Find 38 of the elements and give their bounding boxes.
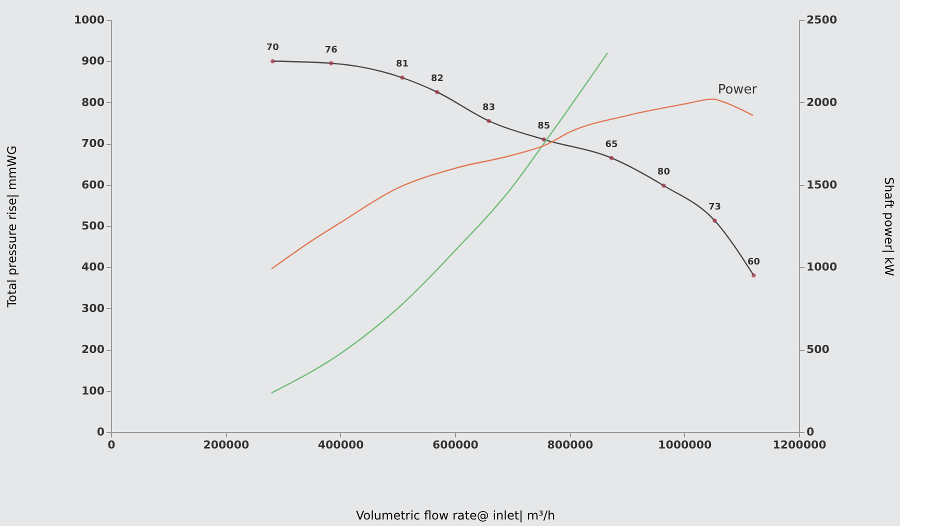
y2-tick-label: 2500: [806, 14, 838, 26]
y-axis-title: Total pressure rise| mmWG: [4, 146, 19, 308]
y2-axis-title: Shaft power| kW: [882, 177, 896, 276]
annotation: 76: [324, 45, 338, 56]
annotation: 80: [657, 168, 670, 178]
x-tick-label: 400000: [318, 438, 364, 452]
x-tick-label: 800000: [547, 438, 594, 452]
y-tick-label: 900: [82, 54, 105, 68]
annotation: 85: [538, 121, 550, 132]
x-tick-label: 1200000: [772, 438, 827, 452]
y-tick-label: 100: [82, 384, 105, 398]
y-tick-label: 300: [82, 302, 105, 315]
x-axis-title: Volumetric flow rate@ inlet| m³/h: [356, 508, 556, 522]
annotation: 81: [396, 60, 409, 70]
x-tick-label: 0: [108, 438, 116, 452]
annotation: 83: [482, 102, 496, 113]
y-tick-label: 1000: [74, 14, 105, 26]
annotation: 70: [266, 43, 279, 54]
y-tick-label: 500: [82, 220, 105, 232]
y2-tick-label: 1000: [806, 260, 838, 274]
y2-tick-label: 1500: [806, 178, 838, 192]
annotation: 82: [430, 74, 444, 84]
y2-tick-label: 2000: [806, 96, 838, 109]
y-tick-label: 400: [82, 260, 105, 274]
y-tick-label: 0: [96, 426, 105, 438]
annotation: 60: [747, 257, 760, 268]
y-tick-label: 700: [82, 137, 105, 150]
y-tick-label: 600: [82, 178, 105, 192]
x-tick-label: 200000: [203, 438, 250, 452]
y2-tick-label: 0: [806, 426, 814, 438]
x-tick-label: 1000000: [658, 438, 712, 452]
y-tick-label: 200: [82, 343, 105, 356]
y2-tick-label: 500: [806, 343, 830, 356]
annotation: 73: [708, 202, 721, 213]
y-tick-label: 800: [82, 96, 105, 109]
series-label: Power: [718, 82, 758, 98]
annotation: 65: [605, 140, 618, 150]
x-tick-label: 600000: [432, 438, 479, 452]
